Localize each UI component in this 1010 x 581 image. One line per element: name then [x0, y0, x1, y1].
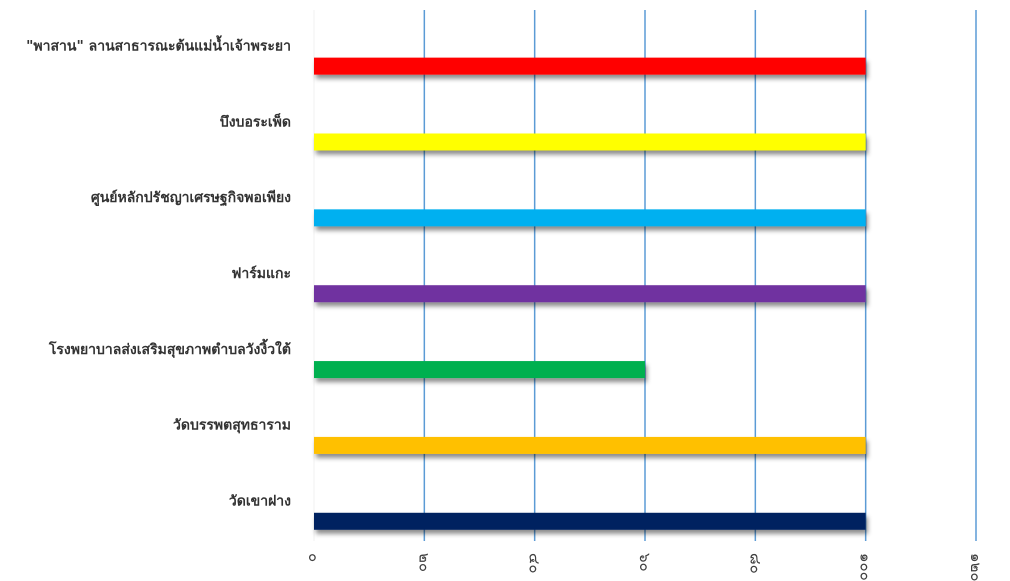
- bar: [314, 209, 866, 227]
- x-tick-label: ๔๐: [526, 553, 544, 574]
- bars: [314, 57, 866, 530]
- x-tick-label: ๘๐: [746, 553, 764, 574]
- bar: [314, 133, 866, 151]
- category-label: โรงพยาบาลส่งเสริมสุขภาพตำบลวังงิ้วใต้: [48, 338, 291, 358]
- x-tick-label: ๑๒๐: [967, 553, 985, 581]
- bar: [314, 285, 866, 303]
- bar: [314, 57, 866, 75]
- x-tick-label: ๒๐: [415, 553, 433, 572]
- category-label: บึงบอระเพ็ด: [220, 112, 291, 130]
- category-label: ศูนย์หลักปรัชญาเศรษฐกิจพอเพียง: [91, 189, 291, 207]
- category-labels: "พาสาน" ลานสาธารณะต้นแม่น้ำเจ้าพระยาบึงบ…: [26, 34, 291, 509]
- x-tick-label: ๖๐: [636, 553, 654, 572]
- gridlines: [313, 10, 977, 541]
- bar: [314, 436, 866, 454]
- category-label: ฟาร์มแกะ: [231, 265, 291, 282]
- bar: [314, 361, 645, 379]
- category-label: วัดบรรพตสุทธาราม: [173, 418, 291, 434]
- category-label: วัดเขาฝาง: [229, 494, 291, 510]
- x-tick-label: ๐: [305, 553, 323, 562]
- category-label: "พาสาน" ลานสาธารณะต้นแม่น้ำเจ้าพระยา: [26, 34, 291, 54]
- x-axis-ticks: ๐ ๒๐ ๔๐ ๖๐ ๘๐ ๑๐๐ ๑๒๐: [305, 553, 985, 581]
- bar: [314, 512, 866, 530]
- x-tick-label: ๑๐๐: [857, 553, 875, 581]
